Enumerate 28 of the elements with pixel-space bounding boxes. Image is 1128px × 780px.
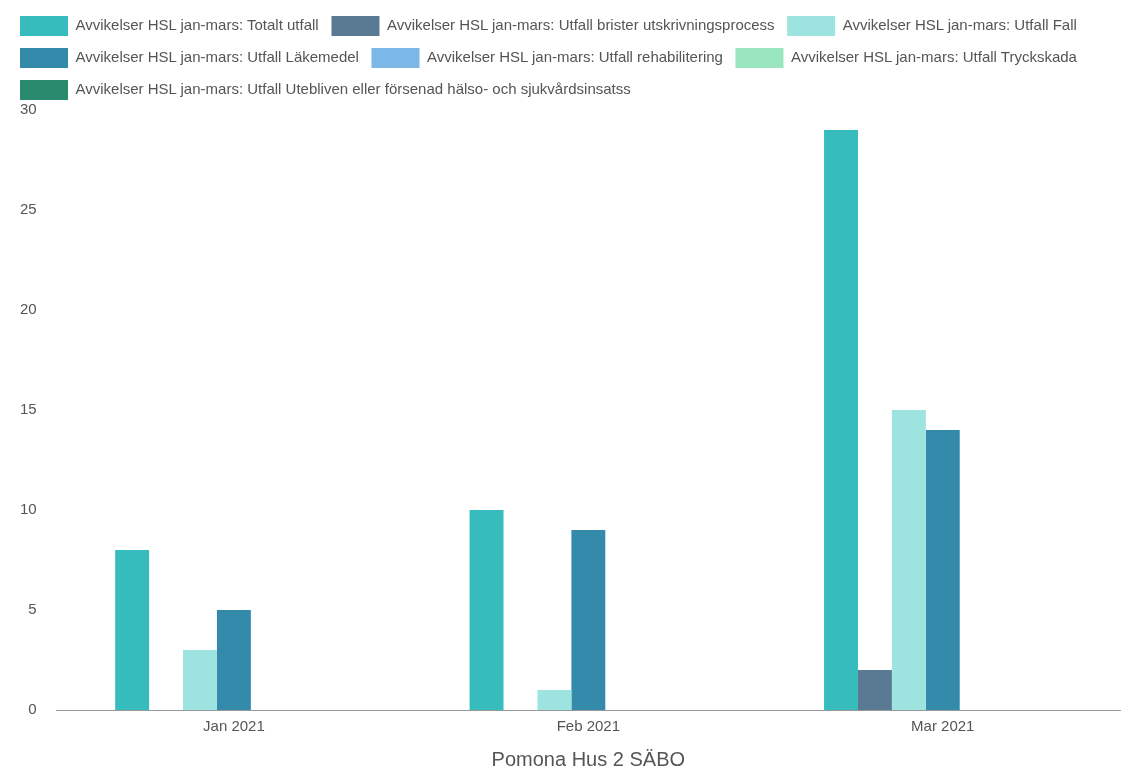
y-tick-label: 15 xyxy=(20,400,37,418)
bar xyxy=(183,650,217,710)
bar xyxy=(891,410,926,710)
x-tick-label: Jan 2021 xyxy=(203,717,265,735)
bar xyxy=(216,610,251,710)
x-tick-label: Feb 2021 xyxy=(556,717,621,735)
bar xyxy=(115,550,150,710)
bar xyxy=(824,130,858,710)
legend-label: Avvikelser HSL jan-mars: Utfall rehabilitering xyxy=(427,48,723,66)
x-tick-label: Mar 2021 xyxy=(911,717,975,735)
legend-label: Avvikelser HSL jan-mars: Utfall Tryckskada xyxy=(791,48,1078,66)
bar xyxy=(571,530,606,710)
legend-label: Avvikelser HSL jan-mars: Totalt utfall xyxy=(75,16,319,34)
y-tick-label: 30 xyxy=(20,100,37,118)
legend-label: Avvikelser HSL jan-mars: Utfall Läkemedel xyxy=(75,48,359,66)
x-axis-title: Pomona Hus 2 SÄBO xyxy=(491,747,686,770)
y-tick-label: 10 xyxy=(20,500,37,518)
bar xyxy=(857,670,892,710)
legend-label: Avvikelser HSL jan-mars: Utfall brister utskrivningsprocess xyxy=(386,16,775,34)
bar xyxy=(925,430,960,710)
y-tick-label: 25 xyxy=(20,200,37,218)
bar xyxy=(537,690,572,710)
legend-label: Avvikelser HSL jan-mars: Utfall Fall xyxy=(842,16,1077,34)
bar xyxy=(469,510,504,710)
y-tick-label: 0 xyxy=(28,700,37,718)
legend-label: Avvikelser HSL jan-mars: Utfall Utebliven eller försenad hälso- och sjukvårdsinsatss xyxy=(75,80,631,98)
y-tick-label: 20 xyxy=(20,300,37,318)
y-tick-label: 5 xyxy=(28,600,37,618)
